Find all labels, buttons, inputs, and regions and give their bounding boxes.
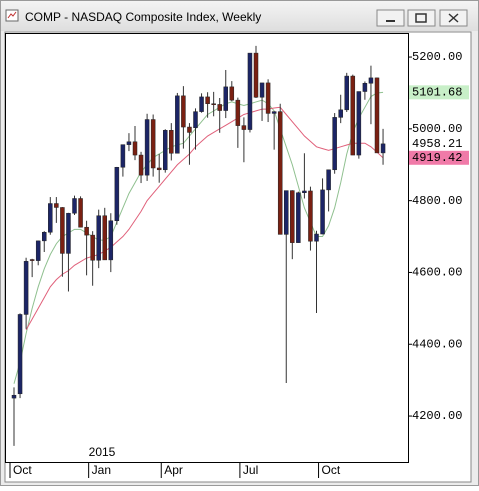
candle-body — [150, 119, 156, 169]
candle-body — [338, 109, 343, 118]
candle-body — [181, 95, 186, 128]
candle-body — [114, 167, 120, 222]
candle-body — [48, 203, 53, 233]
candle-body — [253, 52, 259, 98]
candle-body — [78, 198, 83, 228]
candle-body — [169, 130, 174, 154]
candle-body — [126, 141, 132, 145]
candle-body — [259, 82, 265, 98]
candle-body — [132, 141, 138, 156]
candle-body — [175, 95, 180, 154]
candle-body — [241, 125, 247, 130]
candle-body — [205, 96, 210, 104]
candle-body — [284, 190, 289, 235]
candle-body — [290, 190, 295, 243]
candle-body — [356, 91, 362, 156]
candle-body — [235, 99, 241, 126]
x-tick-label: Jan — [92, 463, 111, 477]
x-tick-label: Oct — [322, 463, 341, 477]
close-button[interactable] — [439, 9, 468, 27]
candle-body — [362, 83, 368, 92]
candle-body — [374, 77, 380, 154]
candle-body — [96, 215, 101, 261]
window-title: COMP - NASDAQ Composite Index, Weekly — [25, 10, 261, 24]
candle-body — [144, 119, 150, 176]
candle-body — [163, 130, 168, 171]
green-average-label: 5101.68 — [412, 86, 462, 100]
candle-body — [217, 104, 222, 111]
candle-body — [35, 240, 41, 261]
y-tick-label: 4400.00 — [412, 337, 462, 351]
candle-body — [211, 103, 216, 105]
candle-body — [42, 231, 47, 242]
x-tick-label: Apr — [164, 463, 183, 477]
y-tick-label: 4600.00 — [412, 266, 462, 280]
candle-body — [54, 203, 59, 208]
window-icon — [5, 9, 19, 22]
candle-body — [108, 220, 114, 261]
candle-body — [265, 82, 271, 114]
candle-body — [11, 394, 17, 399]
maximize-button[interactable] — [407, 9, 436, 27]
plot: 4200.00 4400.00 4600.00 4800.00 5000.00 5200.… — [9, 45, 462, 478]
candle-body — [320, 189, 325, 235]
candle-body — [156, 167, 162, 171]
last-price-label-box — [409, 136, 469, 151]
last-price-label: 4958.21 — [412, 137, 462, 151]
candle-body — [277, 111, 283, 235]
candle-body — [72, 198, 77, 214]
candle-body — [314, 233, 319, 242]
candle-body — [187, 126, 192, 133]
candle-body — [271, 111, 277, 114]
candle-body — [17, 314, 23, 395]
candle-body — [302, 190, 307, 194]
candle-body — [344, 75, 349, 111]
candle-body — [193, 111, 198, 129]
plot-area — [5, 33, 409, 463]
moving-average-line — [25, 106, 384, 331]
candle-body — [380, 143, 386, 154]
candle-body — [138, 154, 144, 176]
candle-body — [66, 212, 71, 254]
candle-body — [60, 207, 65, 254]
candle-body — [29, 259, 35, 261]
candle-body — [332, 117, 337, 171]
candle-body — [247, 52, 253, 130]
y-tick-label: 4200.00 — [412, 409, 462, 423]
candle-body — [84, 226, 89, 236]
candle-body — [350, 75, 356, 156]
minimize-button[interactable] — [376, 9, 405, 27]
candle-body — [223, 86, 228, 111]
year-label: 2015 — [89, 445, 116, 459]
candle-body — [368, 77, 374, 84]
x-tick-label: Oct — [13, 463, 32, 477]
candle-body — [308, 190, 313, 242]
candle-body — [229, 86, 235, 101]
y-tick-label: 5200.00 — [412, 50, 462, 64]
candle-body — [296, 192, 301, 243]
candle-body — [23, 261, 29, 315]
green-average-label-box — [409, 85, 469, 100]
y-tick-label: 5000.00 — [412, 122, 462, 136]
candle-body — [90, 234, 95, 261]
x-tick-label: Jul — [243, 463, 258, 477]
candle-body — [120, 144, 126, 168]
candle-body — [199, 96, 204, 112]
candle-body — [102, 215, 107, 261]
pink-average-label: 4919.42 — [412, 151, 462, 165]
pink-average-label-box — [409, 150, 469, 165]
y-tick-label: 4800.00 — [412, 194, 462, 208]
moving-average-line — [13, 91, 384, 384]
candle-body — [326, 169, 331, 191]
